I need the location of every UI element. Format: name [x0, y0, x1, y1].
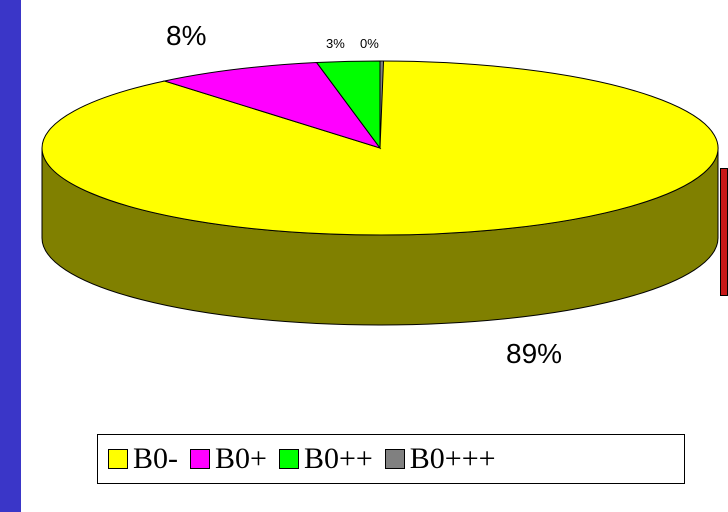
legend-item-b0-plusplusplus: B0+++	[384, 442, 496, 475]
legend-swatch	[108, 449, 128, 469]
pie-slice-b0p	[162, 62, 382, 149]
legend-item-b0-plusplus: B0++	[278, 442, 373, 475]
legend-item-b0-plus: B0+	[190, 444, 267, 474]
legend-swatch	[384, 449, 405, 469]
pie-top	[41, 60, 719, 236]
legend-swatch	[278, 449, 299, 469]
legend-label: B0+	[215, 442, 267, 475]
label-b0-minus: 89%	[506, 338, 563, 369]
label-b0-plusplus: 3%	[326, 36, 345, 51]
left-accent-bar	[0, 0, 21, 512]
legend: B0- B0+ B0++ B0+++	[97, 434, 685, 484]
legend-label: B0+++	[409, 442, 496, 475]
pie-chart	[41, 60, 719, 326]
legend-swatch	[190, 449, 210, 469]
pie-slice-b0ppp	[379, 60, 385, 149]
legend-item-b0-minus: B0-	[108, 444, 178, 474]
legend-label: B0-	[133, 442, 178, 475]
label-b0-plusplusplus: 0%	[360, 36, 379, 51]
label-b0-plus: 8%	[166, 20, 207, 51]
legend-label: B0++	[303, 442, 373, 475]
